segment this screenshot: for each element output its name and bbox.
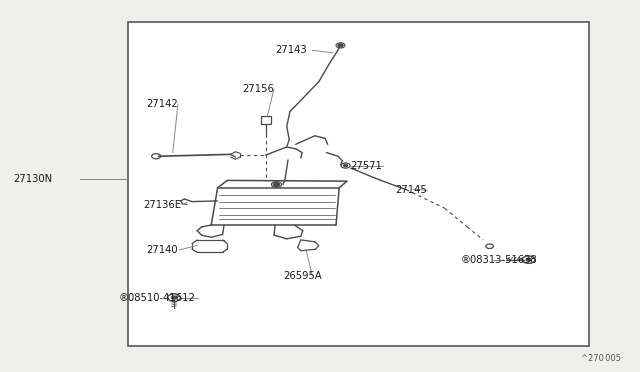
Circle shape [526, 258, 531, 261]
Text: 27142: 27142 [146, 99, 178, 109]
Text: ^270 005·: ^270 005· [581, 354, 624, 363]
Circle shape [172, 296, 177, 299]
Text: ®08510-41612: ®08510-41612 [118, 293, 195, 302]
Text: 27143: 27143 [275, 45, 307, 55]
Text: 27136E: 27136E [143, 200, 181, 209]
Bar [261, 116, 271, 124]
Text: ®08313-51638: ®08313-51638 [461, 255, 538, 264]
Text: 27156: 27156 [242, 84, 274, 94]
Circle shape [344, 164, 348, 167]
Text: 27571: 27571 [351, 161, 383, 170]
Circle shape [273, 183, 280, 186]
Circle shape [338, 44, 343, 47]
Text: 27130N: 27130N [13, 174, 52, 183]
Bar [128, 22, 589, 346]
Text: 26595A: 26595A [283, 271, 322, 281]
Text: 27140: 27140 [146, 245, 177, 255]
Text: 27145: 27145 [396, 186, 428, 195]
